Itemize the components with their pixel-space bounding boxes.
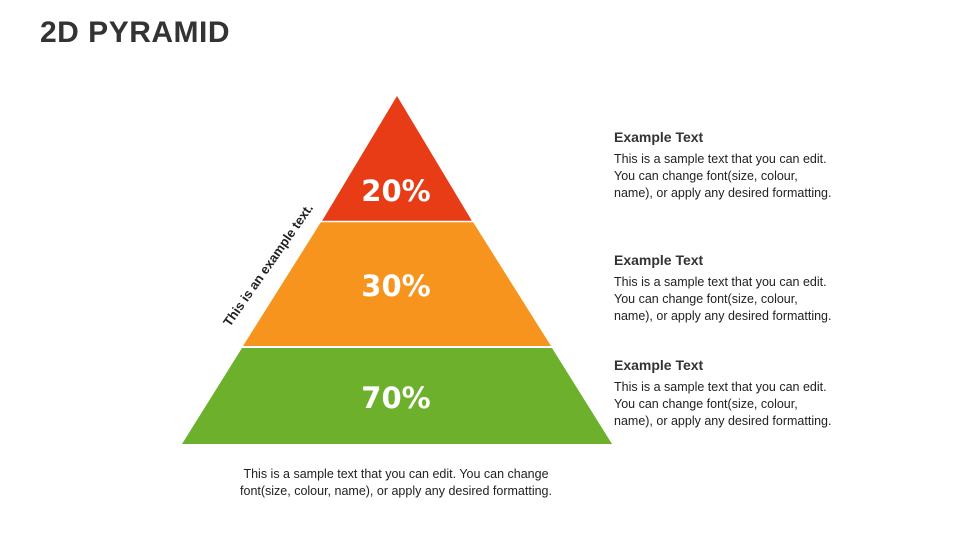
info-line: name), or apply any desired formatting. — [614, 186, 832, 200]
info-heading: Example Text — [614, 252, 704, 268]
pyramid-label-top: 20% — [361, 174, 430, 208]
info-line: This is a sample text that you can edit. — [614, 152, 827, 166]
info-body: This is a sample text that you can edit.… — [614, 274, 854, 325]
info-line: This is a sample text that you can edit. — [614, 275, 827, 289]
info-block: Example Text This is a sample text that … — [614, 252, 854, 325]
info-block: Example Text This is a sample text that … — [614, 357, 854, 430]
info-heading: Example Text — [614, 129, 704, 145]
info-line: You can change font(size, colour, — [614, 397, 798, 411]
info-line: This is a sample text that you can edit. — [614, 380, 827, 394]
info-block: Example Text This is a sample text that … — [614, 129, 854, 202]
info-heading: Example Text — [614, 357, 704, 373]
pyramid-level-top — [322, 96, 472, 221]
caption-line: font(size, colour, name), or apply any d… — [240, 484, 552, 498]
info-body: This is a sample text that you can edit.… — [614, 151, 854, 202]
info-line: name), or apply any desired formatting. — [614, 309, 832, 323]
caption-line: This is a sample text that you can edit.… — [243, 467, 549, 481]
info-line: name), or apply any desired formatting. — [614, 414, 832, 428]
pyramid-label-bottom: 70% — [361, 381, 430, 415]
bottom-caption: This is a sample text that you can edit.… — [220, 466, 572, 500]
pyramid-label-middle: 30% — [361, 269, 430, 303]
info-line: You can change font(size, colour, — [614, 292, 798, 306]
info-line: You can change font(size, colour, — [614, 169, 798, 183]
pyramid-level-bottom — [182, 348, 612, 444]
page-title: 2D PYRAMID — [40, 16, 231, 49]
pyramid-level-middle — [243, 222, 551, 346]
info-body: This is a sample text that you can edit.… — [614, 379, 854, 430]
